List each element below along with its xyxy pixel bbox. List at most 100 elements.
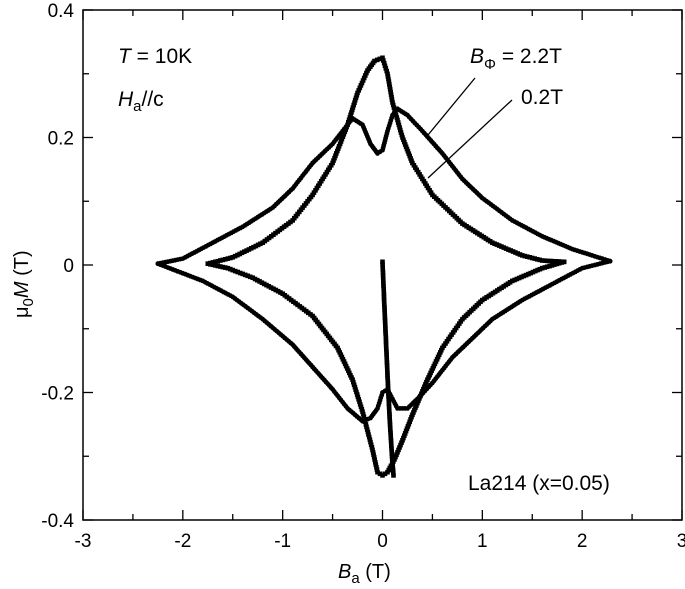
data-point <box>380 270 386 275</box>
data-point <box>425 377 430 382</box>
data-point <box>381 291 387 297</box>
data-point <box>525 254 530 259</box>
data-point <box>396 122 402 128</box>
data-point <box>528 270 533 276</box>
data-point <box>271 286 276 292</box>
data-point <box>387 417 392 422</box>
data-point <box>220 257 226 263</box>
data-point <box>205 261 211 266</box>
data-point <box>389 448 394 454</box>
data-point <box>341 132 347 137</box>
data-point <box>339 136 345 142</box>
data-point <box>424 379 429 385</box>
data-point <box>331 158 336 163</box>
data-point <box>384 357 390 363</box>
data-point <box>354 93 360 98</box>
data-point <box>389 443 394 448</box>
data-point <box>384 360 390 365</box>
data-point <box>381 58 386 63</box>
data-point <box>522 253 528 259</box>
data-point <box>370 450 376 455</box>
data-point <box>230 267 235 273</box>
y-tick-label: -0.2 <box>41 384 74 405</box>
data-point <box>549 263 555 268</box>
data-point <box>237 270 243 276</box>
data-point <box>354 389 359 395</box>
data-point <box>382 320 388 326</box>
data-point <box>391 470 396 475</box>
data-point <box>388 430 393 435</box>
data-point <box>382 310 387 315</box>
data-point <box>356 88 361 93</box>
data-point <box>363 73 368 78</box>
data-point <box>390 467 396 473</box>
data-point <box>355 394 361 400</box>
data-point <box>366 432 371 437</box>
data-point <box>356 397 361 402</box>
data-point <box>539 265 545 271</box>
virgin-curve <box>380 259 396 478</box>
data-point <box>250 275 255 280</box>
data-point <box>353 387 358 392</box>
data-point <box>335 146 341 151</box>
data-point <box>380 259 385 265</box>
x-tick-label: 2 <box>577 531 588 552</box>
data-point <box>402 139 407 145</box>
data-point <box>387 419 393 425</box>
data-point <box>223 257 228 262</box>
data-point <box>418 393 423 399</box>
series-label-leader-2-2t <box>427 77 476 136</box>
data-point <box>360 78 366 83</box>
data-point <box>367 437 373 442</box>
data-point <box>383 323 388 328</box>
data-point <box>351 102 356 108</box>
sample-annotation: La214 (x=0.05) <box>468 472 610 495</box>
data-point <box>387 84 393 90</box>
data-point <box>230 255 235 260</box>
data-point <box>349 107 355 113</box>
data-point <box>232 268 238 274</box>
x-tick-label: 0 <box>377 531 388 552</box>
data-point <box>552 262 557 267</box>
data-point <box>352 100 357 105</box>
data-point <box>385 370 390 376</box>
data-point <box>346 120 351 125</box>
data-point <box>395 120 401 125</box>
data-point <box>387 87 393 92</box>
data-point <box>208 262 213 267</box>
data-point <box>415 400 420 406</box>
data-point <box>384 354 389 360</box>
data-point <box>374 464 379 470</box>
data-point <box>366 434 372 440</box>
data-point <box>390 462 395 467</box>
data-point <box>382 318 388 323</box>
field-direction-annotation: Ha//c <box>118 88 164 115</box>
data-point <box>387 411 392 417</box>
data-point <box>388 435 394 440</box>
series-0-lower-branch <box>155 258 613 424</box>
data-point <box>382 302 387 307</box>
data-point <box>385 71 390 77</box>
data-point <box>513 250 518 255</box>
data-point <box>375 469 380 475</box>
data-point <box>380 55 385 61</box>
data-point <box>409 414 414 420</box>
data-point <box>383 331 388 336</box>
data-point <box>431 363 437 369</box>
data-point <box>374 57 380 63</box>
data-point <box>384 365 390 370</box>
data-point <box>393 110 398 115</box>
data-point <box>347 115 353 120</box>
data-point <box>348 112 353 118</box>
data-point <box>395 117 400 123</box>
data-point <box>210 260 216 265</box>
data-point <box>381 286 386 292</box>
data-point <box>347 370 352 376</box>
data-point <box>336 144 342 149</box>
data-point <box>407 153 412 159</box>
data-point <box>380 273 386 278</box>
data-point <box>380 264 385 270</box>
x-tick-label: 1 <box>477 531 488 552</box>
data-point <box>364 427 370 432</box>
